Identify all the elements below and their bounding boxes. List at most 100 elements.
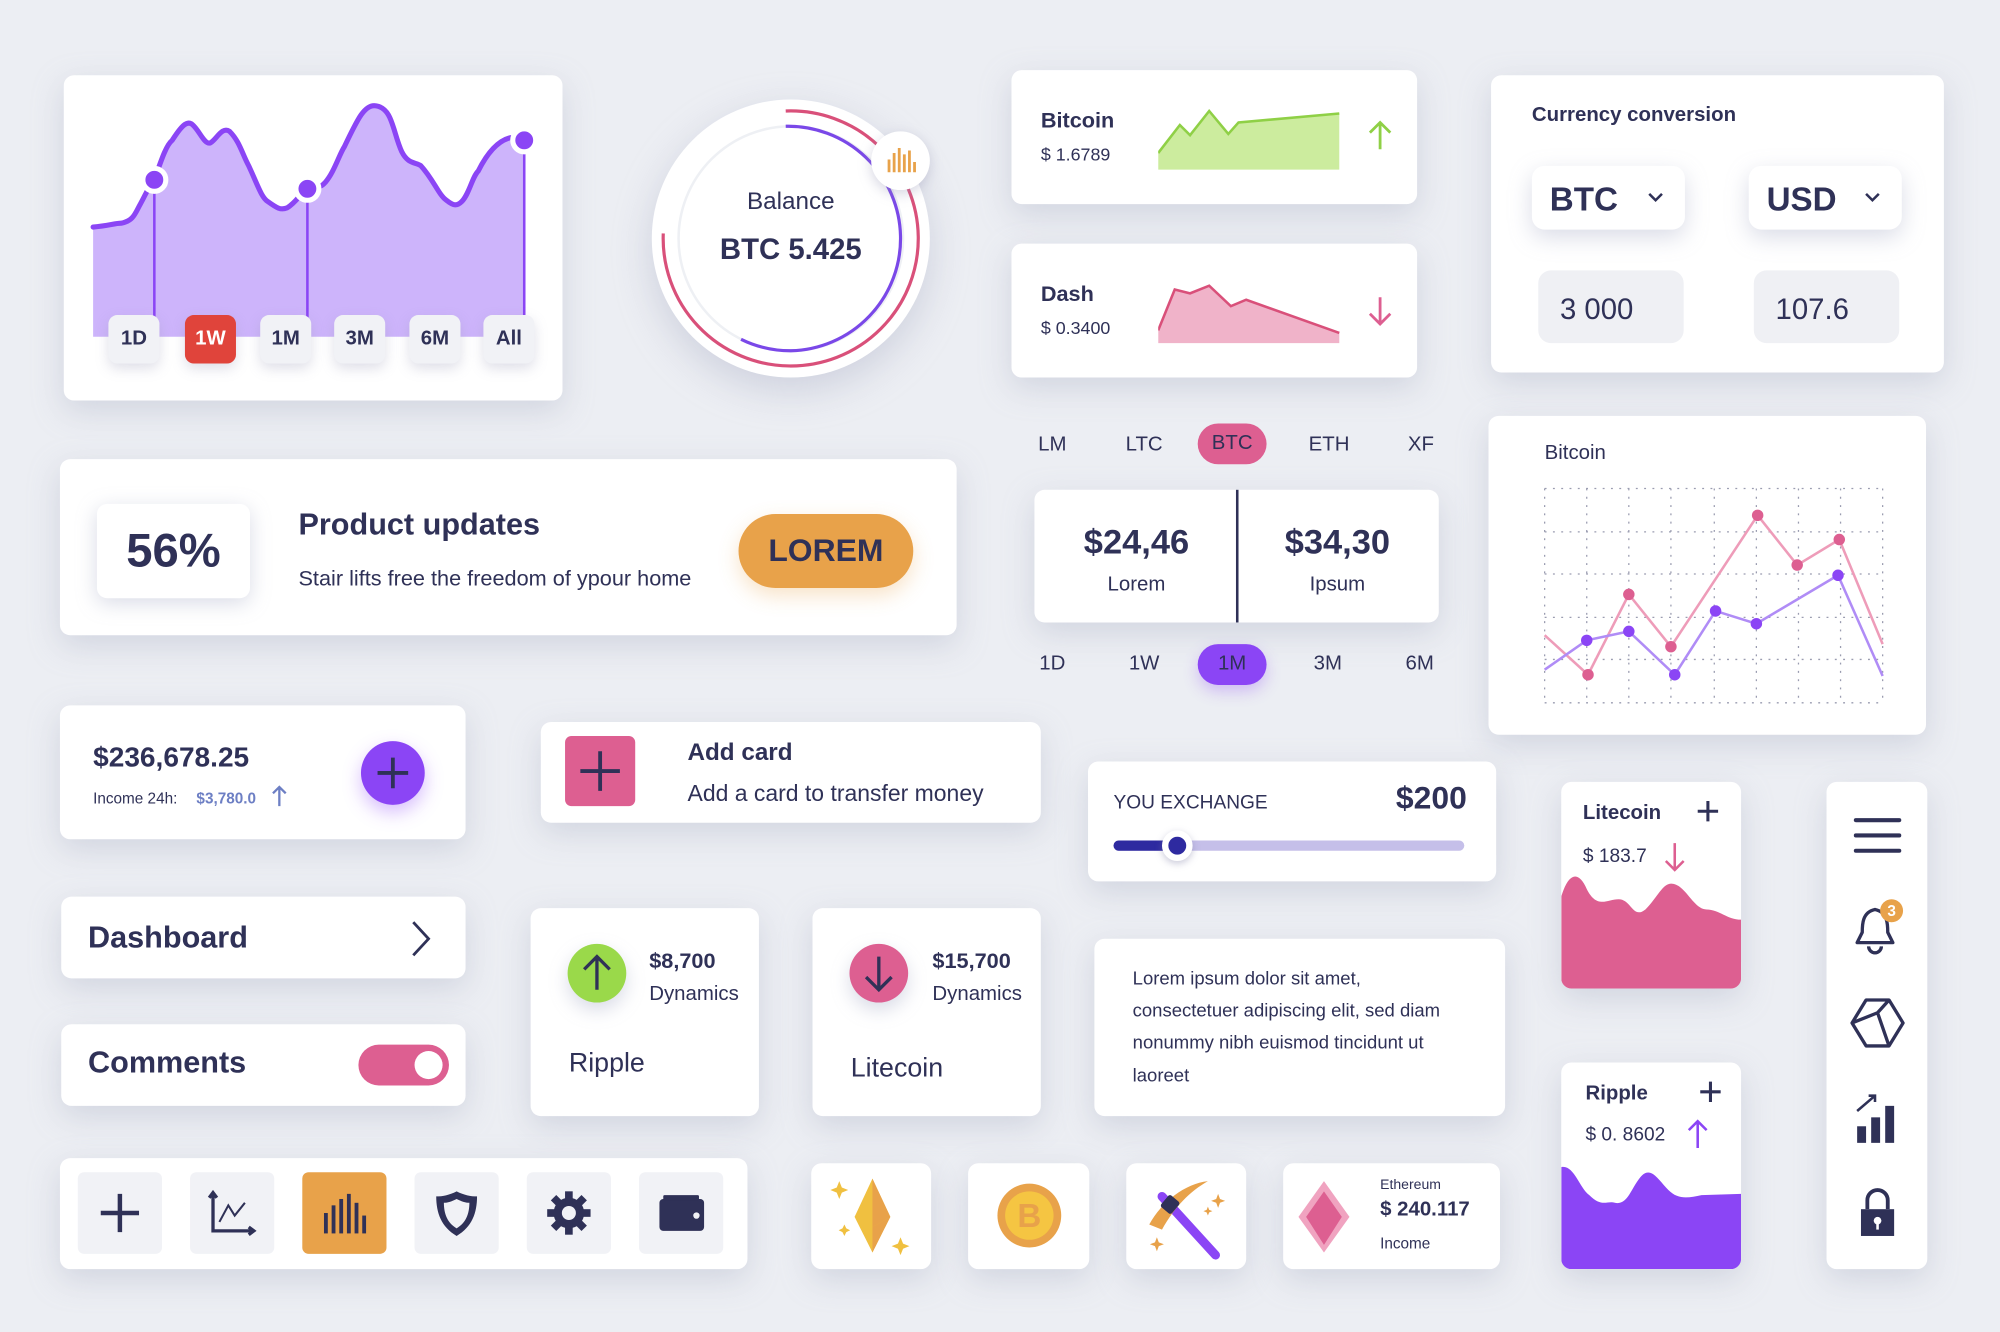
text-line: nonummy nibh euismod tincidunt ut (1132, 1033, 1424, 1054)
mini-coin-name: Litecoin (1582, 802, 1662, 824)
toolbar-settings-button[interactable] (526, 1172, 611, 1254)
range-tab-6m[interactable]: 6M (409, 315, 461, 364)
period-tab-1d[interactable]: 1D (1039, 653, 1066, 675)
coin-tab-lm[interactable]: LM (1038, 433, 1067, 456)
from-amount-input[interactable]: 3 000 (1538, 270, 1684, 344)
trend-badge (849, 943, 909, 1003)
trend-badge (567, 943, 627, 1003)
mining-tile[interactable] (1126, 1163, 1247, 1270)
period-tab-3m[interactable]: 3M (1313, 653, 1342, 675)
arrow-down-icon (1368, 297, 1392, 326)
coin-tab-xf[interactable]: XF (1407, 433, 1434, 456)
income-value: $3,780.0 (196, 789, 257, 808)
period-tab-6m[interactable]: 6M (1405, 653, 1434, 675)
lock-button[interactable] (1849, 1184, 1905, 1240)
chart-marker[interactable] (510, 126, 539, 155)
toolbar-add-button[interactable] (77, 1172, 162, 1254)
slider-handle[interactable] (1161, 830, 1192, 861)
data-point (1623, 625, 1635, 638)
dynamics-card-ripple[interactable]: $8,700 Dynamics Ripple (530, 908, 759, 1117)
range-tab-1w[interactable]: 1W (184, 315, 236, 364)
toolbar-security-button[interactable] (414, 1172, 499, 1254)
plus-icon[interactable] (1699, 1080, 1722, 1103)
data-point (1623, 588, 1635, 601)
data-point (1669, 669, 1681, 681)
notifications-button[interactable]: 3 (1849, 899, 1905, 958)
exchange-label: YOU EXCHANGE (1113, 792, 1268, 814)
icon-toolbar (59, 1158, 748, 1270)
mini-coin-name: Ripple (1585, 1082, 1648, 1105)
text-line: laoreet (1132, 1066, 1190, 1087)
period-tab-1m[interactable]: 1M (1197, 644, 1267, 685)
conversion-title: Currency conversion (1531, 104, 1737, 127)
product-updates-card: 56% Product updates Stair lifts free the… (59, 459, 957, 636)
exchange-slider[interactable] (1113, 830, 1465, 861)
add-funds-button[interactable] (360, 741, 425, 805)
range-tab-all[interactable]: All (483, 315, 535, 364)
period-tab-1w[interactable]: 1W (1128, 653, 1160, 675)
add-card-button[interactable] (565, 735, 636, 807)
comments-label: Comments (88, 1045, 247, 1081)
range-tab-1d[interactable]: 1D (108, 315, 160, 364)
balance-label: Balance (747, 188, 835, 216)
dashboard-menu-item[interactable]: Dashboard (61, 896, 466, 979)
coin-tab-eth[interactable]: ETH (1308, 433, 1350, 456)
data-point (1709, 605, 1722, 617)
chart-title: Bitcoin (1544, 442, 1606, 465)
coin-tab-ltc[interactable]: LTC (1125, 433, 1163, 456)
bitcoin-tile[interactable]: B (968, 1163, 1090, 1270)
analytics-button[interactable] (1849, 1091, 1905, 1147)
price-label: Lorem (1107, 573, 1166, 596)
ethereum-income-card[interactable]: Ethereum $ 240.117 Income (1283, 1163, 1500, 1270)
mini-card-ripple[interactable]: Ripple $ 0. 8602 (1561, 1062, 1742, 1270)
from-amount-value: 3 000 (1559, 292, 1634, 326)
balance-inner-arc (740, 124, 903, 353)
dynamics-amount: $8,700 (649, 948, 716, 974)
price-value: $34,30 (1284, 522, 1391, 562)
wallet-icon (659, 1195, 705, 1231)
cube-icon (1850, 998, 1905, 1048)
dynamics-card-litecoin[interactable]: $15,700 Dynamics Litecoin (812, 908, 1041, 1117)
shield-icon (436, 1191, 478, 1236)
range-tab-1m[interactable]: 1M (260, 315, 312, 364)
lorem-button[interactable]: LOREM (738, 514, 914, 589)
mini-coin-price: $ 0. 8602 (1585, 1123, 1666, 1146)
toolbar-bar-chart-button[interactable] (302, 1172, 387, 1254)
progress-percent: 56% (96, 503, 250, 599)
data-point (1751, 509, 1764, 522)
balance-stats-button[interactable] (871, 131, 930, 191)
cube-button[interactable] (1849, 995, 1905, 1051)
mini-card-litecoin[interactable]: Litecoin $ 183.7 (1561, 781, 1742, 989)
toolbar-wallet-button[interactable] (639, 1172, 724, 1254)
range-chart-card: 1D 1W 1M 3M 6M All (63, 75, 563, 401)
side-navigation: 3 (1826, 781, 1928, 1270)
arrow-up-icon (1687, 1119, 1708, 1148)
comments-toggle[interactable] (358, 1044, 449, 1086)
to-currency-select[interactable]: USD (1748, 165, 1902, 230)
ticker-card-bitcoin[interactable]: Bitcoin $ 1.6789 (1011, 70, 1418, 205)
from-currency-select[interactable]: BTC (1531, 165, 1685, 230)
text-line: Lorem ipsum dolor sit amet, (1132, 969, 1361, 990)
product-subtitle: Stair lifts free the freedom of ypour ho… (298, 566, 692, 591)
toolbar-line-chart-button[interactable] (190, 1172, 275, 1254)
ticker-card-dash[interactable]: Dash $ 0.3400 (1011, 243, 1418, 378)
range-tab-3m[interactable]: 3M (334, 315, 386, 364)
add-card-title: Add card (687, 739, 793, 767)
ticker-sparkline (1158, 284, 1340, 344)
plus-icon[interactable] (1696, 800, 1719, 823)
line-chart-icon (207, 1189, 257, 1237)
mini-coin-price: $ 183.7 (1582, 845, 1647, 868)
coin-tab-btc[interactable]: BTC (1197, 423, 1267, 465)
notification-badge: 3 (1880, 899, 1904, 923)
area-chart (90, 103, 539, 337)
chart-marker[interactable] (293, 174, 322, 203)
ticker-name: Bitcoin (1040, 108, 1115, 133)
bar-chart-icon (323, 1193, 367, 1234)
to-amount-input[interactable]: 107.6 (1753, 270, 1900, 344)
menu-button[interactable] (1849, 807, 1905, 863)
mini-area-chart (1561, 1166, 1742, 1270)
dynamics-label: Dynamics (932, 983, 1022, 1006)
chart-marker[interactable] (140, 165, 169, 194)
add-card-item[interactable]: Add card Add a card to transfer money (540, 721, 1041, 823)
ethereum-tile[interactable] (811, 1163, 932, 1270)
